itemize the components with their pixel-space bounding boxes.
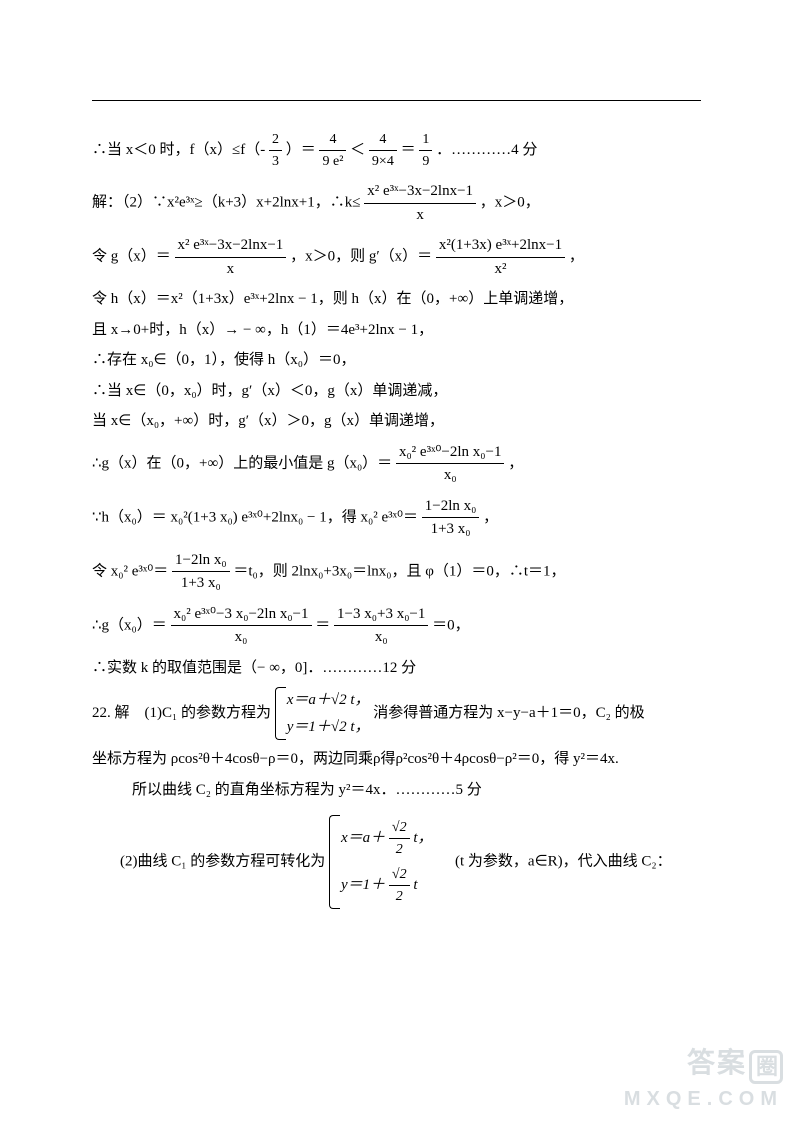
text: ＝	[315, 617, 330, 633]
line-10: ∵h（x₀）＝ x₀²(1+3 x₀) e³ˣ⁰+2lnx₀ − 1，得 x₀²…	[92, 495, 701, 541]
equation-system: x＝a＋ √2 2 t， y＝1＋ √2 2 t	[329, 815, 433, 909]
line-14: 22. 解 (1)C₁ 的参数方程为 x＝a＋√2 t， y＝1＋√2 t， 消…	[92, 687, 701, 740]
equation-system: x＝a＋√2 t， y＝1＋√2 t，	[275, 687, 370, 740]
case: x＝a＋ √2 2 t，	[341, 815, 433, 862]
text: ∴g（x）在（0，+∞）上的最小值是 g（x₀）＝	[92, 455, 392, 471]
top-rule	[92, 100, 701, 101]
frac: 4 9 e²	[319, 129, 346, 172]
text: ，	[483, 509, 498, 525]
text: ∴当 x＜0 时，f（x）≤f（-	[92, 142, 269, 158]
line-12: ∴g（x₀）＝ x₀² e³ˣ⁰−3 x₀−2ln x₀−1 x₀ ＝ 1−3 …	[92, 603, 701, 649]
frac: 1−2ln x₀ 1+3 x₀	[172, 549, 230, 595]
text: ＝t₀，则 2lnx₀+3x₀＝lnx₀，且 φ（1）＝0，∴t＝1，	[233, 563, 565, 579]
case: y＝1＋√2 t，	[287, 714, 370, 741]
watermark-seal-icon: 圈	[749, 1050, 783, 1084]
line-15: 坐标方程为 ρcos²θ＋4cosθ−ρ＝0，两边同乘ρ得ρ²cos²θ＋4ρc…	[92, 748, 701, 771]
line-7: ∴当 x∈（0，x₀）时，g′（x）＜0，g（x）单调递减，	[92, 380, 701, 403]
text: ∵h（x₀）＝ x₀²(1+3 x₀) e³ˣ⁰+2lnx₀ − 1，得 x₀²…	[92, 509, 418, 525]
line-1: ∴当 x＜0 时，f（x）≤f（- 2 3 ）＝ 4 9 e² ＜ 4 9×4 …	[92, 129, 701, 172]
frac: √2 2	[389, 817, 410, 860]
text: ）＝	[286, 142, 316, 158]
line-2: 解：（2）∵x²e³ˣ≥（k+3）x+2lnx+1，∴k≤ x² e³ˣ−3x−…	[92, 180, 701, 226]
frac: x₀² e³ˣ⁰−3 x₀−2ln x₀−1 x₀	[171, 603, 312, 649]
line-8: 当 x∈（x₀，+∞）时，g′（x）＞0，g（x）单调递增，	[92, 410, 701, 433]
line-16: 所以曲线 C₂ 的直角坐标方程为 y²＝4x．…………5 分	[92, 779, 701, 802]
frac: x² e³ˣ−3x−2lnx−1 x	[364, 180, 476, 226]
text: ，x＞0，	[480, 194, 540, 210]
text: t	[413, 877, 417, 893]
text: ＝	[401, 142, 416, 158]
watermark-top: 答案圈	[624, 1042, 783, 1084]
line-17: (2)曲线 C₁ 的参数方程可转化为 x＝a＋ √2 2 t， y＝1＋ √2 …	[92, 815, 701, 909]
text: ，	[569, 248, 584, 264]
line-9: ∴g（x）在（0，+∞）上的最小值是 g（x₀）＝ x₀² e³ˣ⁰−2ln x…	[92, 441, 701, 487]
text: 消参得普通方程为 x−y−a＋1＝0，C₂ 的极	[373, 705, 644, 721]
text: (t 为参数，a∈R)，代入曲线 C₂：	[455, 853, 672, 869]
frac: x² e³ˣ−3x−2lnx−1 x	[175, 234, 287, 280]
text: ，x＞0，则 g′（x）＝	[290, 248, 432, 264]
frac: 1−2ln x₀ 1+3 x₀	[422, 495, 480, 541]
case: y＝1＋ √2 2 t	[341, 862, 433, 909]
text: (2)曲线 C₁ 的参数方程可转化为	[120, 853, 325, 869]
text: ，	[508, 455, 523, 471]
frac: √2 2	[389, 864, 410, 907]
text: 解：（2）∵x²e³ˣ≥（k+3）x+2lnx+1，∴k≤	[92, 194, 361, 210]
watermark: 答案圈 MXQE.COM	[624, 1042, 783, 1114]
text: ．…………4 分	[436, 142, 537, 158]
line-6: ∴存在 x₀∈（0，1），使得 h（x₀）＝0，	[92, 349, 701, 372]
text: y＝1＋	[341, 877, 385, 893]
line-5: 且 x→0+时，h（x）→ − ∞，h（1）＝4e³+2lnx − 1，	[92, 319, 701, 342]
frac: 1−3 x₀+3 x₀−1 x₀	[334, 603, 428, 649]
text: 令 x₀² e³ˣ⁰＝	[92, 563, 168, 579]
watermark-bottom: MXQE.COM	[624, 1084, 783, 1114]
text: t，	[413, 830, 432, 846]
text: ＜	[350, 142, 365, 158]
text: ＝0，	[432, 617, 470, 633]
frac: x²(1+3x) e³ˣ+2lnx−1 x²	[436, 234, 565, 280]
frac: 4 9×4	[369, 129, 397, 172]
text: 令 g（x）＝	[92, 248, 171, 264]
line-11: 令 x₀² e³ˣ⁰＝ 1−2ln x₀ 1+3 x₀ ＝t₀，则 2lnx₀+…	[92, 549, 701, 595]
case: x＝a＋√2 t，	[287, 687, 370, 714]
frac: x₀² e³ˣ⁰−2ln x₀−1 x₀	[396, 441, 505, 487]
text: 22. 解 (1)C₁ 的参数方程为	[92, 705, 271, 721]
watermark-text: 答案	[687, 1047, 747, 1078]
line-13: ∴实数 k 的取值范围是（− ∞，0]．…………12 分	[92, 657, 701, 680]
text: x＝a＋	[341, 830, 385, 846]
text: ∴g（x₀）＝	[92, 617, 167, 633]
line-3: 令 g（x）＝ x² e³ˣ−3x−2lnx−1 x ，x＞0，则 g′（x）＝…	[92, 234, 701, 280]
frac: 2 3	[269, 129, 282, 172]
frac: 1 9	[419, 129, 432, 172]
line-4: 令 h（x）＝x²（1+3x）e³ˣ+2lnx − 1，则 h（x）在（0，+∞…	[92, 288, 701, 311]
